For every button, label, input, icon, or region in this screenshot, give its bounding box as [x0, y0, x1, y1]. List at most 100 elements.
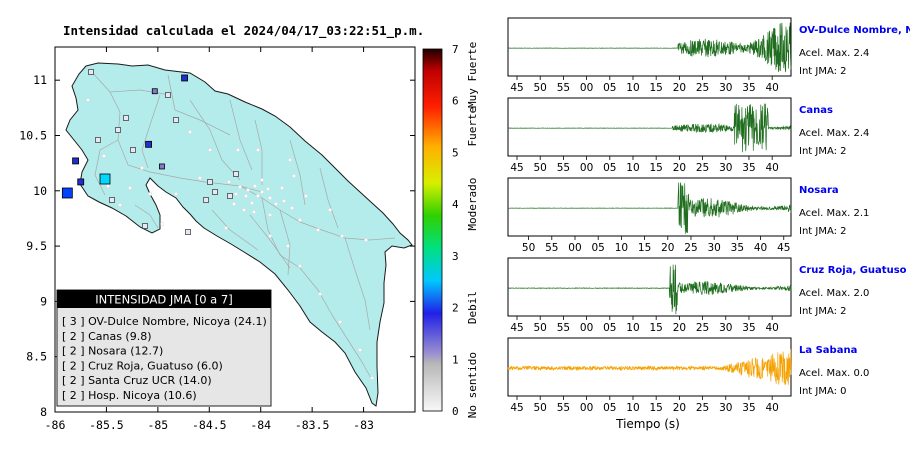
- trace-int-jma: Int JMA: 2: [799, 306, 847, 317]
- station-marker-faint: [142, 223, 148, 229]
- trace-tick-label: 15: [638, 242, 651, 254]
- trace-tick-label: 15: [649, 322, 662, 334]
- town-marker: [316, 228, 320, 232]
- intensity-colorbar: 0 1 2 3 4 5 6 7 No sentido Debil Moderado FuerteMuy…: [422, 42, 479, 418]
- trace-station-name: OV-Dulce Nombre, Nicoya: [799, 25, 910, 36]
- station-marker-faint: [203, 197, 209, 203]
- station-marker: [145, 140, 153, 148]
- station-marker-faint: [123, 115, 129, 121]
- road-segment: [211, 209, 259, 251]
- station-marker: [159, 163, 165, 170]
- trace-tick-label: 10: [626, 82, 639, 94]
- colorbar-tick-label: 5: [452, 146, 459, 159]
- town-marker: [304, 194, 308, 198]
- seismogram-panels: 45 50 55 00 05 10 15 20 25 30 35 40 OV-Dulce Nombre,…: [507, 17, 910, 414]
- trace-tick-label: 00: [580, 82, 593, 94]
- trace-tick-label: 35: [742, 402, 755, 414]
- intensity-legend: INTENSIDAD JMA [0 a 7] [ 3 ] OV-Dulce No…: [56, 289, 272, 407]
- road-segment: [229, 99, 253, 171]
- trace-tick-label: 05: [603, 162, 616, 174]
- colorbar-tick-label: 7: [452, 43, 459, 56]
- town-marker: [370, 376, 374, 380]
- town-marker: [250, 201, 254, 205]
- town-marker: [234, 192, 238, 196]
- map-x-tick-label: -85: [147, 418, 168, 432]
- trace-acel-max: Acel. Max. 0.0: [799, 368, 869, 379]
- trace-tick-label: 05: [603, 322, 616, 334]
- town-marker: [268, 213, 272, 217]
- colorbar-category-label: Muy Fuerte: [466, 42, 479, 108]
- colorbar-category-label: Debil: [466, 291, 479, 324]
- town-marker: [338, 320, 342, 324]
- road-segment: [189, 99, 241, 181]
- map-y-tick-label: 9.5: [26, 239, 47, 253]
- colorbar-tick-label: 6: [452, 95, 459, 108]
- station-marker: [151, 88, 158, 95]
- town-marker: [148, 192, 152, 196]
- station-marker-faint: [95, 137, 101, 143]
- road-segment: [319, 167, 339, 229]
- town-marker: [224, 226, 228, 230]
- map-x-tick-label: -84: [250, 418, 271, 432]
- road-segment: [167, 74, 231, 136]
- colorbar-category-label: Fuerte: [466, 107, 479, 147]
- trace-panel: 45 50 55 00 05 10 15 20 25 30 35 40 Canas Acel. Max. …: [507, 97, 869, 174]
- trace-tick-label: 50: [534, 402, 547, 414]
- trace-panel: 45 50 55 00 05 10 15 20 25 30 35 40 La Sabana Acel. M…: [507, 337, 869, 414]
- town-marker: [102, 154, 106, 158]
- trace-tick-label: 40: [765, 322, 778, 334]
- colorbar-tick-label: 1: [452, 353, 459, 366]
- town-marker: [288, 158, 292, 162]
- station-marker-faint: [173, 117, 179, 123]
- waveform-trace: [507, 264, 792, 315]
- trace-tick-label: 30: [719, 322, 732, 334]
- trace-tick-label: 50: [534, 322, 547, 334]
- station-marker-faint: [212, 189, 218, 195]
- map-y-tick-label: 11: [33, 73, 47, 87]
- trace-tick-label: 20: [673, 402, 686, 414]
- trace-tick-label: 55: [545, 242, 558, 254]
- town-marker: [253, 184, 257, 188]
- town-marker: [340, 234, 344, 238]
- town-marker: [298, 218, 302, 222]
- trace-tick-label: 30: [707, 242, 720, 254]
- town-marker: [227, 180, 231, 184]
- trace-tick-label: 10: [626, 402, 639, 414]
- trace-tick-label: 25: [696, 402, 709, 414]
- station-marker-faint: [115, 127, 121, 133]
- town-marker: [188, 130, 192, 134]
- road-segment: [289, 139, 306, 206]
- trace-acel-max: Acel. Max. 2.4: [799, 128, 869, 139]
- town-marker: [282, 199, 286, 203]
- colorbar-tick-label: 0: [452, 405, 459, 418]
- station-marker-faint: [109, 197, 115, 203]
- trace-tick-label: 45: [510, 82, 523, 94]
- trace-frame: [507, 257, 792, 317]
- trace-panel: 45 50 55 00 05 10 15 20 25 30 35 40 OV-Dulce Nombre,…: [507, 17, 910, 94]
- town-marker: [290, 206, 294, 210]
- town-marker: [238, 185, 242, 189]
- town-marker: [358, 348, 362, 352]
- trace-panel: 45 50 55 00 05 10 15 20 25 30 35 40 Cruz Roja, Guatu…: [507, 257, 907, 334]
- trace-tick-label: 40: [765, 402, 778, 414]
- trace-tick-label: 45: [777, 242, 790, 254]
- map-y-tick-label: 8: [40, 405, 47, 419]
- trace-tick-label: 50: [534, 82, 547, 94]
- legend-title: INTENSIDAD JMA [0 a 7]: [95, 293, 232, 307]
- trace-panel: 50 55 00 05 10 15 20 25 30 35 40 45 Nosara Acel. Max.…: [507, 177, 869, 254]
- waveform-trace: [507, 103, 792, 153]
- trace-frame: [507, 17, 792, 77]
- town-marker: [236, 148, 240, 152]
- trace-acel-max: Acel. Max. 2.0: [799, 288, 869, 299]
- road-segment: [134, 204, 159, 229]
- station-marker-faint: [233, 171, 239, 177]
- trace-tick-label: 30: [719, 82, 732, 94]
- road-segment: [109, 89, 171, 96]
- trace-tick-label: 55: [557, 162, 570, 174]
- trace-tick-label: 00: [580, 162, 593, 174]
- station-marker: [99, 173, 111, 185]
- town-marker: [198, 176, 202, 180]
- trace-tick-label: 45: [510, 402, 523, 414]
- legend-entry: [ 2 ] Santa Cruz UCR (14.0): [62, 374, 212, 387]
- town-marker: [256, 148, 260, 152]
